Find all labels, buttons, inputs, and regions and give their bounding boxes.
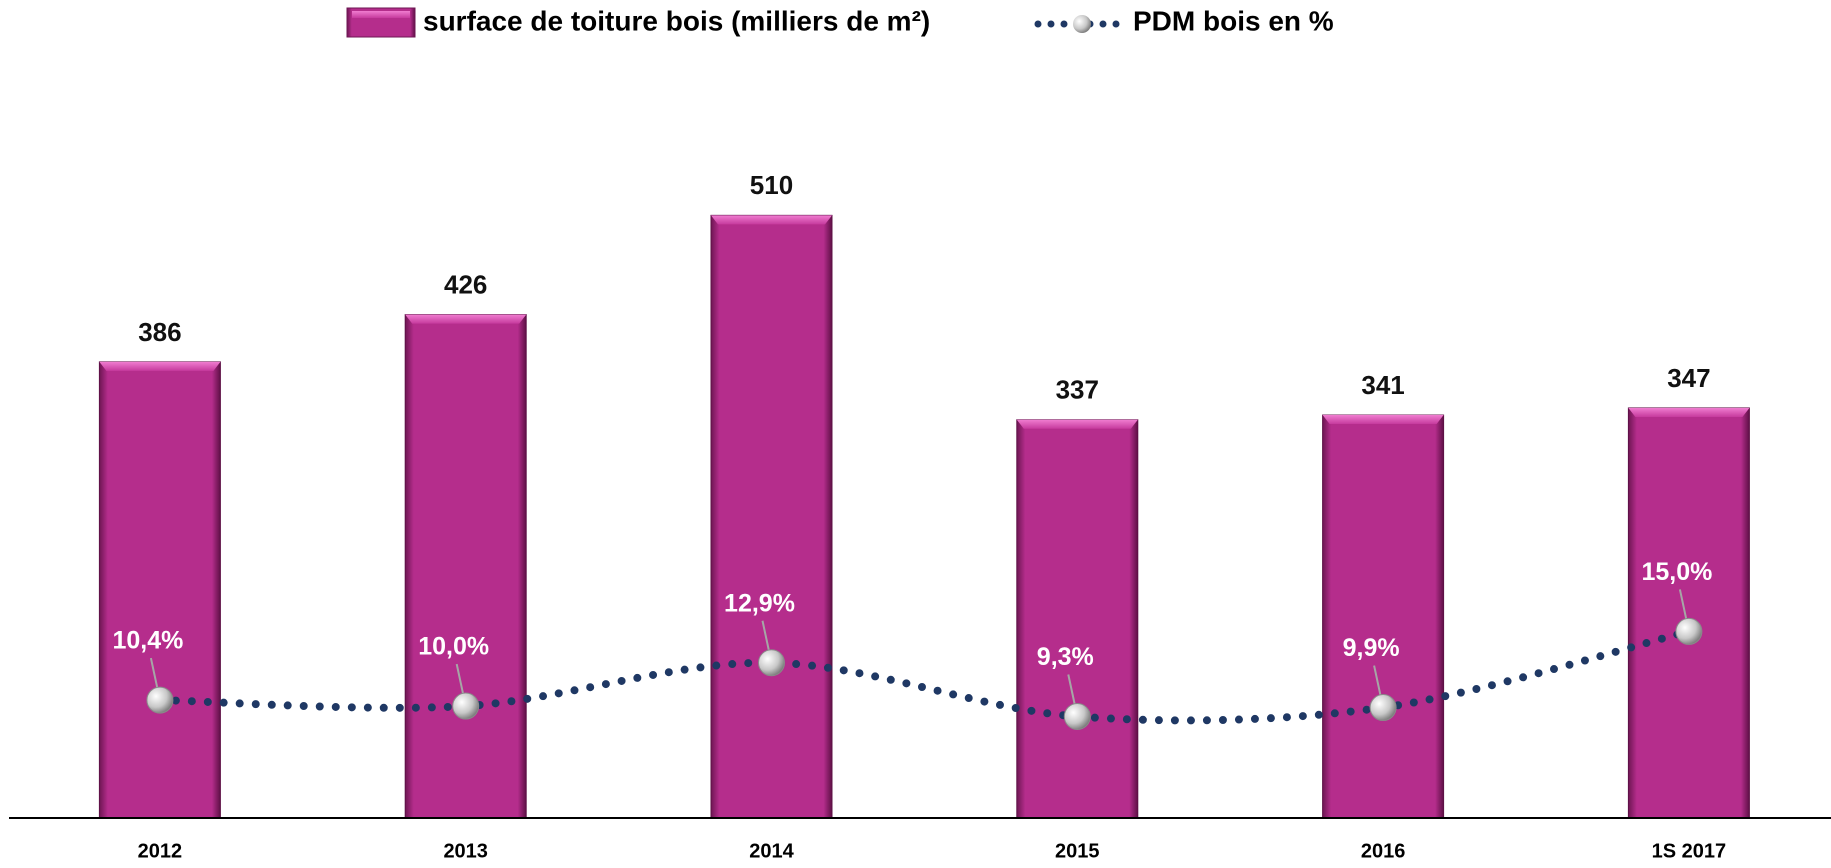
line-value-label: 10,0%: [418, 633, 489, 661]
legend-label: PDM bois en %: [1133, 5, 1334, 36]
x-tick-label: 2016: [1361, 840, 1406, 862]
bar: [1016, 419, 1139, 819]
line-marker: [146, 686, 174, 714]
line-marker: [452, 692, 480, 720]
bar: [98, 361, 221, 819]
line-marker: [758, 649, 785, 677]
bar: [1627, 407, 1750, 819]
bar-value-label: 386: [138, 317, 181, 347]
bar-bevel: [99, 361, 221, 371]
line-value-label: 12,9%: [724, 589, 795, 617]
line-marker: [1675, 617, 1703, 645]
legend-label: surface de toiture bois (milliers de m²): [423, 5, 930, 36]
line-value-label: 9,9%: [1343, 634, 1400, 662]
bar-bevel: [405, 314, 527, 324]
x-tick-label: 1S 2017: [1652, 840, 1727, 862]
legend-swatch-marker: [1073, 15, 1091, 33]
bar: [1322, 414, 1445, 819]
x-tick-label: 2012: [138, 840, 183, 862]
bar-value-label: 426: [444, 269, 487, 299]
bar-value-label: 341: [1361, 370, 1404, 400]
line-value-label: 9,3%: [1037, 643, 1094, 671]
bar-value-label: 510: [750, 170, 793, 200]
bar-bevel: [711, 215, 832, 225]
line-value-label: 10,4%: [112, 627, 183, 655]
bar: [710, 214, 833, 819]
bar-value-label: 347: [1667, 363, 1710, 393]
x-tick-label: 2013: [443, 840, 488, 862]
bar-bevel: [1322, 415, 1444, 425]
line: [155, 627, 1693, 725]
bar-value-label: 337: [1056, 375, 1099, 405]
bar-bevel: [1628, 407, 1750, 417]
bar: [404, 314, 527, 819]
line-value-label: 15,0%: [1641, 558, 1712, 586]
line-marker: [1063, 703, 1091, 731]
x-tick-label: 2014: [749, 840, 794, 862]
line-marker: [1369, 694, 1397, 722]
legend: surface de toiture bois (milliers de m²)…: [346, 5, 1334, 38]
bar-bevel: [1016, 419, 1138, 429]
x-tick-label: 2015: [1055, 840, 1100, 862]
legend-swatch-bevel: [352, 11, 410, 18]
